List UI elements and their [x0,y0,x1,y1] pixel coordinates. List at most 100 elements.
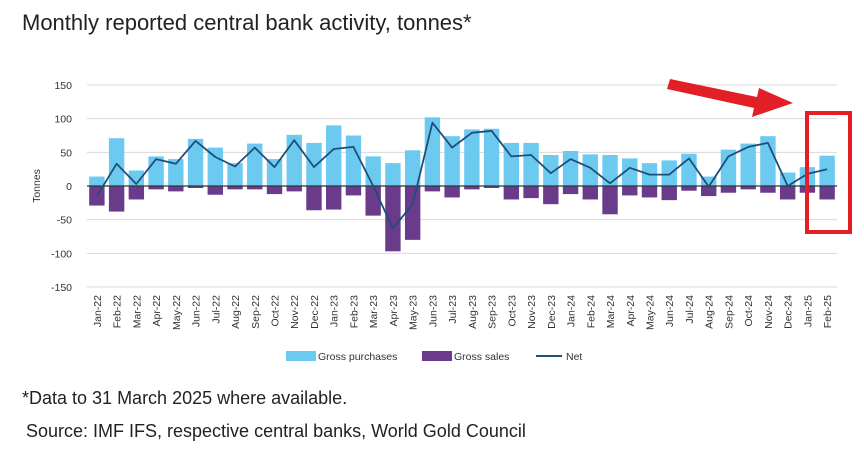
x-tick-label: Feb-22 [112,295,124,328]
x-tick-label: Oct-23 [506,295,518,327]
bar-gross-purchases [385,163,401,186]
bar-gross-sales [326,186,342,210]
bar-gross-purchases [819,155,835,186]
bar-gross-sales [483,186,500,189]
x-tick-label: Sep-23 [487,295,499,329]
bar-gross-sales [424,186,441,192]
legend-swatch-gross-sales [422,351,452,361]
legend-label-gross-sales: Gross sales [454,351,509,363]
bar-gross-purchases [523,142,539,186]
bar-gross-sales [562,186,579,195]
bar-gross-sales [148,186,164,190]
annotations [667,79,852,234]
bar-gross-purchases [266,159,283,186]
bar-gross-purchases [187,138,204,186]
bar-gross-purchases [622,158,638,186]
bar-gross-sales [187,186,204,189]
bar-gross-purchases [464,129,480,186]
bar-gross-sales [464,186,480,190]
x-tick-label: Jan-23 [329,295,341,327]
bar-gross-purchases [483,128,500,186]
x-tick-label: Feb-24 [585,295,597,328]
bar-gross-sales [128,186,145,200]
bar-gross-purchases [444,136,460,186]
y-tick-label: -100 [51,248,72,260]
bar-gross-sales [385,186,401,252]
x-tick-label: May-22 [171,295,183,330]
bar-gross-purchases [227,163,243,186]
x-tick-label: Sep-22 [250,295,262,329]
bar-gross-sales [503,186,520,200]
x-tick-label: Nov-22 [289,295,301,329]
bar-gross-purchases [404,150,421,186]
bar-gross-purchases [89,176,105,186]
net-line-layer [96,121,828,230]
y-tick-label: -50 [57,215,72,227]
bar-gross-sales [720,186,737,193]
bar-gross-purchases [286,134,302,186]
bar-gross-sales [622,186,638,196]
x-tick-label: Jul-22 [210,295,222,324]
bar-gross-purchases [207,147,223,186]
bar-gross-purchases [128,170,145,186]
x-tick-label: Apr-23 [388,295,400,327]
y-tick-label: 150 [54,80,72,92]
y-axis-title: Tonnes [31,169,43,203]
bar-gross-sales [207,186,223,195]
bar-gross-purchases [247,143,263,186]
bar-gross-purchases [345,135,362,186]
x-tick-label: Apr-24 [625,295,637,327]
legend: Gross purchases Gross sales Net [286,351,582,363]
x-tick-label: Jul-24 [684,295,696,324]
legend-label-net: Net [566,351,582,363]
bar-gross-sales [543,186,559,205]
x-tick-label: Nov-24 [763,295,775,329]
footnote: *Data to 31 March 2025 where available. [22,388,348,408]
x-tick-label: Feb-23 [348,295,360,328]
x-tick-label: Oct-22 [270,295,282,327]
bar-gross-purchases [760,136,776,186]
chart-title: Monthly reported central bank activity, … [22,10,472,35]
x-tick-label: Aug-22 [230,295,242,329]
bar-gross-sales [701,186,717,197]
bar-gross-purchases [602,155,618,186]
x-tick-label: May-24 [645,295,657,330]
red-arrow-annotation [667,79,793,117]
x-tick-label: Sep-24 [723,295,735,329]
central-bank-activity-chart: 150 100 50 0 -50 -100 -150 Tonnes Jan-22 Feb-22… [31,79,852,363]
y-tick-label: -150 [51,282,72,294]
legend-label-gross-purchases: Gross purchases [318,351,397,363]
bar-gross-sales [602,186,618,215]
bar-gross-purchases [168,159,184,186]
bar-gross-purchases [326,125,342,186]
bar-gross-sales [247,186,263,190]
bar-gross-sales [168,186,184,192]
bar-gross-sales [641,186,658,198]
bar-gross-sales [523,186,539,199]
x-tick-label: Mar-22 [131,295,143,328]
bar-gross-purchases [108,138,125,186]
x-tick-label: Mar-24 [605,295,617,328]
bar-gross-sales [227,186,243,190]
x-tick-labels: Jan-22 Feb-22 Mar-22 Apr-22 May-22 Jun-22 Jul-… [92,295,834,330]
bar-gross-sales [266,186,283,195]
x-tick-label: Dec-22 [309,295,321,329]
net-line [96,121,828,230]
x-tick-label: Jun-23 [427,295,439,327]
bar-gross-sales [306,186,322,211]
x-tick-label: May-23 [408,295,420,330]
bar-gross-sales [365,186,381,216]
x-tick-label: Jan-24 [566,295,578,327]
y-tick-label: 50 [60,147,72,159]
source-note: Source: IMF IFS, respective central bank… [26,421,526,441]
x-tick-label: Mar-23 [368,295,380,328]
x-tick-label: Jun-22 [191,295,203,327]
y-tick-label: 0 [66,181,72,193]
bar-gross-sales [779,186,796,200]
bar-gross-purchases [701,176,717,186]
bar-gross-purchases [740,143,756,186]
bar-gross-sales [681,186,697,191]
bar-gross-purchases [582,154,598,186]
bar-gross-purchases [306,142,322,186]
red-highlight-box [805,111,852,234]
